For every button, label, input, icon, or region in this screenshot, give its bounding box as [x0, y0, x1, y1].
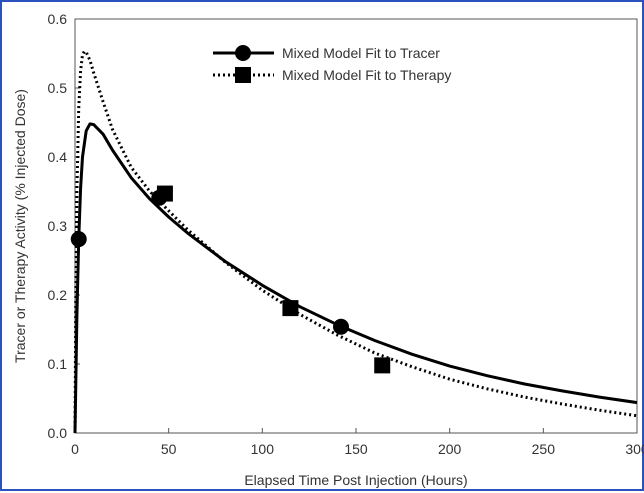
- y-axis-label: Tracer or Therapy Activity (% Injected D…: [12, 89, 28, 363]
- x-tick-label: 150: [344, 441, 368, 457]
- y-tick-label: 0.3: [48, 218, 68, 234]
- data-point-square: [282, 300, 299, 317]
- x-tick-label: 0: [71, 441, 79, 457]
- legend-marker-therapy: [235, 67, 251, 83]
- x-axis-label: Elapsed Time Post Injection (Hours): [244, 472, 467, 488]
- x-tick-label: 200: [438, 441, 462, 457]
- series-line-1: [73, 49, 638, 434]
- legend-label-therapy: Mixed Model Fit to Therapy: [282, 67, 451, 83]
- x-tick-label: 300: [625, 441, 644, 457]
- data-point-square: [156, 185, 173, 202]
- y-tick-label: 0.0: [48, 425, 68, 441]
- data-point-circle: [70, 231, 87, 248]
- plot-area: [74, 18, 638, 434]
- y-tick-label: 0.4: [48, 149, 68, 165]
- data-point-circle: [333, 318, 350, 335]
- y-tick-label: 0.6: [48, 11, 68, 27]
- series-layer: [73, 49, 638, 434]
- data-point-square: [374, 357, 391, 374]
- y-tick-label: 0.1: [48, 356, 68, 372]
- legend: Mixed Model Fit to Tracer Mixed Model Fi…: [213, 45, 451, 83]
- x-tick-label: 250: [532, 441, 556, 457]
- points-layer: [70, 185, 391, 374]
- y-tick-label: 0.2: [48, 287, 68, 303]
- y-axis-ticks: 0.0 0.1 0.2 0.3 0.4 0.5 0.6: [48, 11, 80, 441]
- legend-marker-tracer: [235, 45, 251, 61]
- legend-label-tracer: Mixed Model Fit to Tracer: [282, 45, 440, 61]
- series-line-0: [73, 122, 638, 434]
- x-tick-label: 50: [161, 441, 177, 457]
- x-tick-label: 100: [251, 441, 275, 457]
- x-axis-ticks: 0 50 100 150 200 250 300: [71, 428, 644, 457]
- y-tick-label: 0.5: [48, 80, 68, 96]
